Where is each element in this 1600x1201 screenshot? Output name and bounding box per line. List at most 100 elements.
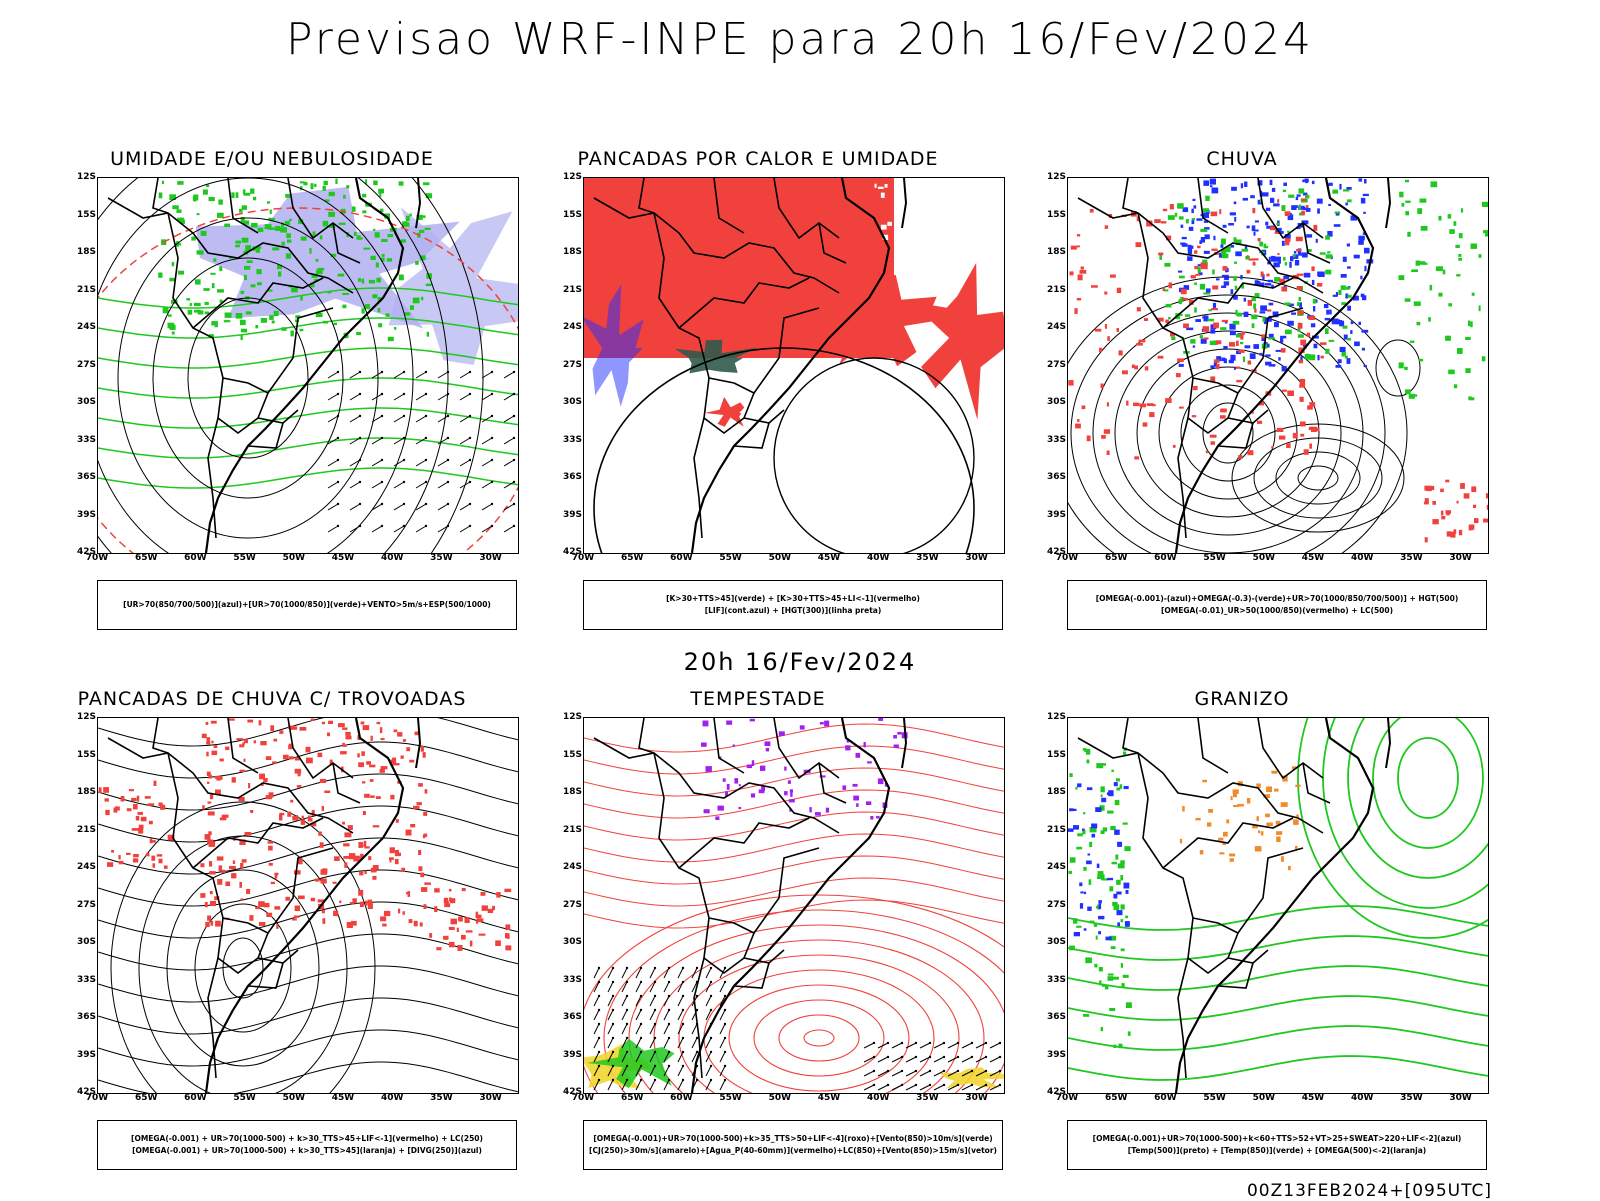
low-humidity-contour: [98, 317, 518, 339]
precipitable-water-contour: [728, 984, 910, 1092]
country-border: [678, 817, 810, 869]
longitude-tick-label: 60W: [1154, 1093, 1177, 1103]
longitude-tick-label: 60W: [670, 1093, 693, 1103]
pressure-isobar: [117, 217, 379, 539]
latitude-tick-label: 30S: [1046, 937, 1066, 947]
longitude-tick-label: 50W: [768, 1093, 792, 1103]
precipitable-water-contour: [753, 999, 885, 1077]
longitude-axis: 70W 65W 60W 55W 50W 45W 40W 35W 30W: [86, 553, 517, 567]
longitude-tick-label: 35W: [430, 1093, 453, 1103]
longitude-tick-label: 50W: [282, 1093, 306, 1103]
low-humidity-contour: [98, 467, 518, 489]
geopotential-500-low: [1231, 423, 1405, 533]
temp-850-contour-north: [1347, 718, 1488, 879]
country-border: [1177, 957, 1189, 1079]
latitude-tick-label: 36S: [562, 472, 582, 482]
streamline-250: [98, 869, 518, 907]
country-border: [287, 718, 354, 780]
latitude-tick-label: 18S: [76, 247, 96, 257]
precipitable-water-line: [584, 811, 1004, 841]
coastline-north: [1385, 178, 1392, 229]
instability-area-ocean: [910, 262, 1004, 420]
panel-title: PANCADAS POR CALOR E UMIDADE: [577, 148, 939, 170]
country-border: [693, 417, 705, 539]
country-border: [1187, 377, 1240, 434]
longitude-tick-label: 30W: [479, 1093, 502, 1103]
country-border: [1257, 178, 1324, 240]
panel-legend: [OMEGA(-0.001)+UR>70(1000-500)+k>35_TTS>…: [583, 1120, 1003, 1170]
latitude-tick-label: 27S: [562, 899, 582, 910]
temp-850-contour: [1068, 1025, 1488, 1051]
latitude-tick-label: 39S: [562, 1049, 582, 1060]
latitude-axis: 12S 15S 18S 21S 24S 27S 30S 33S 36S 39S 42S: [1042, 172, 1066, 557]
country-border: [1237, 847, 1304, 934]
streamline-250-vortex: [166, 869, 320, 1067]
omega-strong-east: [1398, 179, 1488, 401]
latitude-tick-label: 33S: [562, 434, 582, 445]
legend-line: [OMEGA(-0.001)-(azul)+OMEGA(-0.3)-(verde…: [1095, 594, 1459, 603]
country-border: [1187, 917, 1240, 974]
streamline-250: [98, 773, 518, 811]
latitude-tick-label: 15S: [1046, 209, 1066, 220]
longitude-tick-label: 55W: [719, 553, 742, 563]
temp-850-contour-north: [1297, 718, 1488, 939]
longitude-axis: 70W 65W 60W 55W 50W 45W 40W 35W 30W: [1056, 1093, 1487, 1107]
latitude-tick-label: 39S: [76, 509, 96, 520]
precipitable-water-contour: [678, 954, 960, 1093]
precipitable-water-contour: [778, 1014, 860, 1062]
country-border: [107, 197, 354, 294]
longitude-tick-label: 65W: [620, 553, 644, 563]
panel-pancadas-calor: PANCADAS POR CALOR E UMIDADE 12S 15S 18S 21S…: [538, 148, 1005, 630]
thunderstorm-area-west: [98, 780, 175, 869]
latitude-tick-label: 42S: [76, 547, 96, 557]
longitude-tick-label: 70W: [571, 553, 595, 563]
streamline-250: [98, 837, 518, 875]
latitude-tick-label: 21S: [1046, 284, 1066, 295]
low-humidity-contour: [98, 287, 518, 309]
coastline: [690, 178, 891, 553]
latitude-tick-label: 12S: [562, 712, 582, 722]
thunderstorm-area-ocean: [429, 888, 512, 951]
latitude-tick-label: 18S: [1046, 247, 1066, 257]
longitude-tick-label: 60W: [1154, 553, 1177, 563]
country-border: [107, 737, 354, 834]
precipitable-water-contour: [803, 1029, 835, 1047]
longitude-tick-label: 65W: [134, 1093, 158, 1103]
coastline-north: [901, 718, 908, 769]
precipitable-water-line: [584, 745, 1004, 775]
latitude-tick-label: 18S: [1046, 787, 1066, 797]
longitude-tick-label: 55W: [233, 1093, 256, 1103]
latitude-tick-label: 15S: [562, 749, 582, 760]
latitude-tick-label: 21S: [1046, 824, 1066, 835]
streamline-250-vortex: [194, 903, 292, 1033]
streamline-250: [98, 901, 518, 939]
streamline-250: [98, 997, 518, 1035]
country-border: [287, 178, 354, 240]
panel-chuva: CHUVA 12S 15S 18S 21S 24S 27S 30S 33S 36S 39S 42S 70…: [1022, 148, 1489, 630]
longitude-tick-label: 30W: [965, 1093, 988, 1103]
latitude-tick-label: 30S: [562, 937, 582, 947]
legend-line: [OMEGA(-0.001)+UR>70(1000-500)+k<60+TTS>…: [1092, 1134, 1462, 1143]
longitude-tick-label: 55W: [1203, 1093, 1226, 1103]
latitude-tick-label: 33S: [76, 434, 96, 445]
legend-line: [Temp(500)](preto) + [Temp(850)](verde) …: [1127, 1146, 1427, 1155]
longitude-tick-label: 70W: [1055, 1093, 1079, 1103]
forecast-map: [1067, 717, 1489, 1094]
longitude-axis: 70W 65W 60W 55W 50W 45W 40W 35W 30W: [572, 553, 1003, 567]
streamline-250: [98, 965, 518, 1003]
low-humidity-contour: [98, 407, 518, 429]
jet-stream-area-east: [939, 1067, 1004, 1089]
geopotential-500-low: [1275, 451, 1361, 505]
country-border: [247, 962, 284, 989]
longitude-tick-label: 70W: [1055, 553, 1079, 563]
coastline-north: [1385, 718, 1392, 769]
streamline-250: [98, 741, 518, 779]
thunderstorm-area: [200, 718, 431, 929]
longitude-tick-label: 40W: [1350, 1093, 1374, 1103]
clear-sky-patches: [874, 179, 1004, 240]
low-humidity-contour: [98, 437, 518, 459]
latitude-tick-label: 33S: [76, 974, 96, 985]
longitude-tick-label: 30W: [965, 553, 988, 563]
latitude-tick-label: 12S: [76, 172, 96, 182]
latitude-tick-label: 42S: [1046, 547, 1066, 557]
